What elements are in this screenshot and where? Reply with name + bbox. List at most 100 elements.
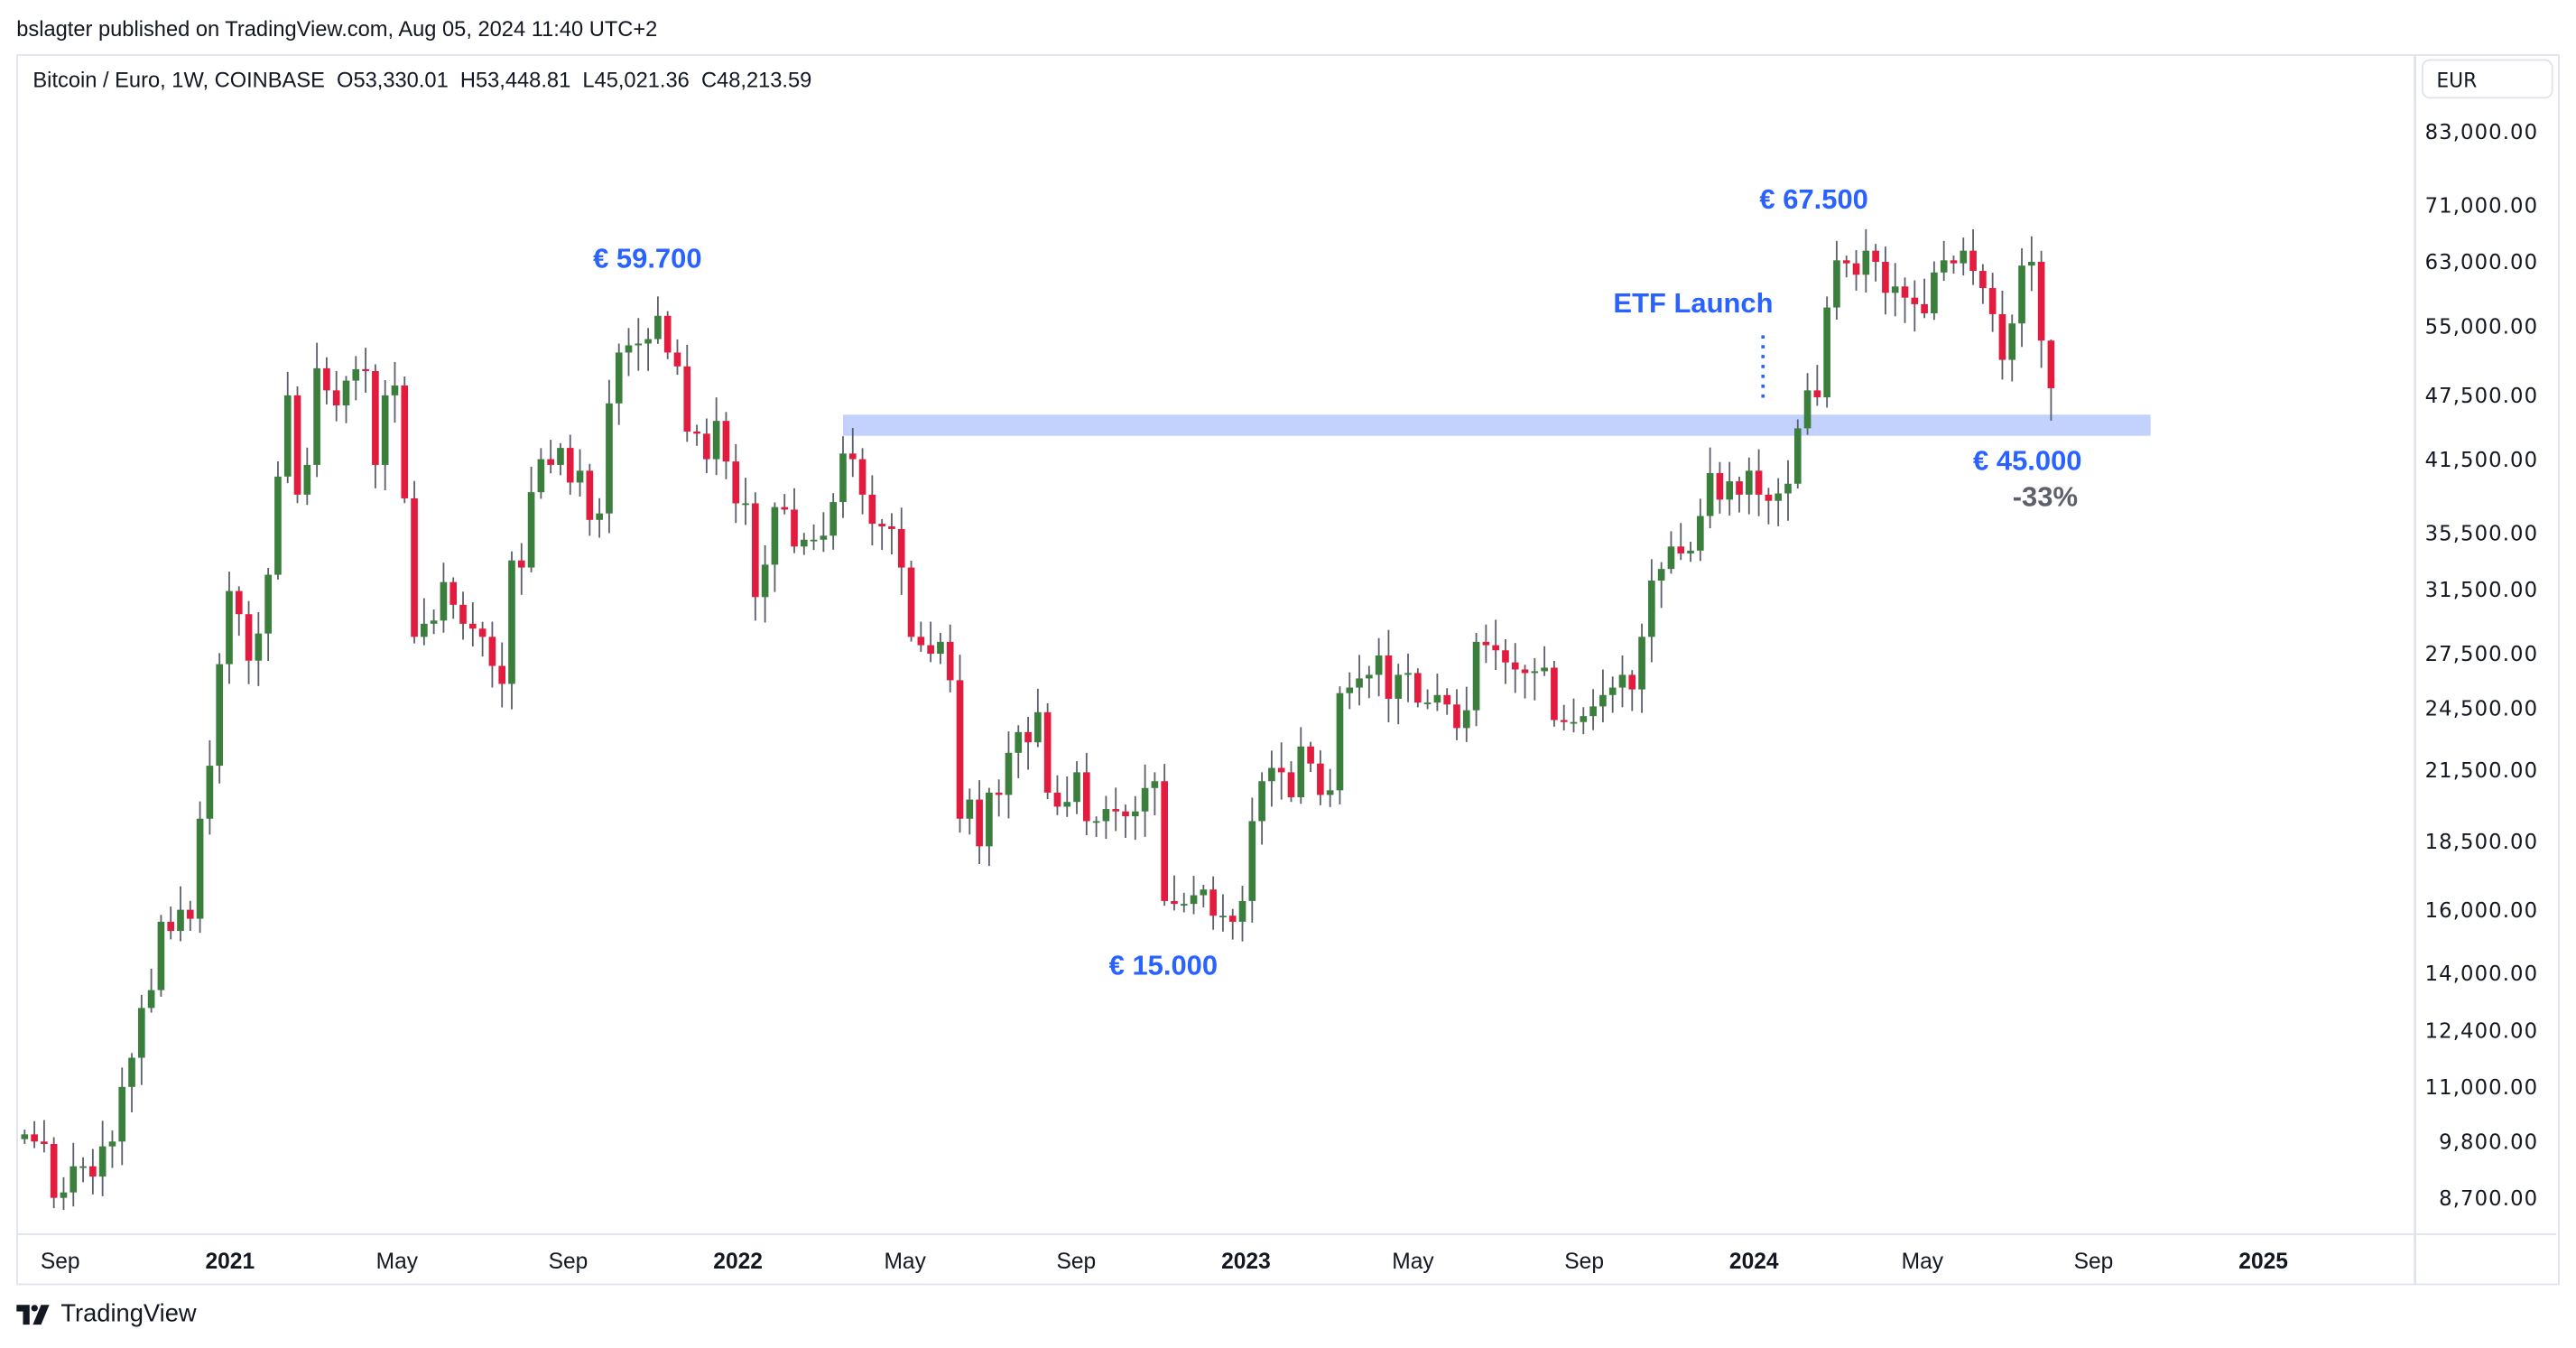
candle <box>712 397 720 476</box>
candle <box>752 492 759 621</box>
candle-body-down <box>401 385 409 498</box>
candle-body-down <box>1988 288 1997 314</box>
price-tick-label: 12,400.00 <box>2425 1019 2539 1043</box>
candle <box>1356 655 1363 706</box>
candle-body-up <box>986 792 993 847</box>
candle-body-down <box>1053 792 1061 807</box>
candle-body-up <box>1784 483 1792 494</box>
candle-body-up <box>1375 655 1383 675</box>
candle <box>1122 804 1129 838</box>
candle <box>1219 894 1227 932</box>
candle-body-up <box>147 990 155 1009</box>
candle-body-down <box>976 799 983 847</box>
candle-body-down <box>673 352 681 367</box>
candle <box>781 494 789 515</box>
candle <box>1092 816 1100 838</box>
candle-body-up <box>1200 889 1208 896</box>
candle-body-up <box>118 1086 126 1142</box>
candle-body-up <box>1570 721 1578 724</box>
candle-body-down <box>868 494 876 525</box>
candle-body-down <box>1307 746 1314 764</box>
candle-body-up <box>1433 694 1441 703</box>
candle <box>654 296 662 344</box>
candle <box>927 621 934 663</box>
candle <box>1171 875 1178 911</box>
candle-body-up <box>108 1141 116 1147</box>
candle <box>1852 250 1860 291</box>
candle-body-down <box>1443 694 1451 705</box>
candle-body-down <box>1755 470 1763 495</box>
candle-body-up <box>283 395 292 477</box>
candle-body-down <box>858 459 866 495</box>
candle <box>1677 523 1685 561</box>
candle <box>1950 256 1958 274</box>
candle <box>401 377 409 504</box>
candle-body-down <box>1979 271 1987 289</box>
candle <box>1472 632 1480 727</box>
currency-button[interactable]: EUR <box>2421 59 2553 99</box>
candle <box>673 339 681 376</box>
candle <box>2028 236 2035 292</box>
candle <box>956 655 964 833</box>
candle <box>1531 657 1539 701</box>
candle <box>1034 688 1042 748</box>
candle-body-up <box>1268 767 1275 782</box>
price-tick-label: 47,500.00 <box>2425 385 2539 408</box>
candle-body-down <box>1882 261 1889 293</box>
candle-body-down <box>1287 772 1295 798</box>
candle <box>2008 314 2016 382</box>
candle <box>1228 908 1237 940</box>
candle <box>1161 764 1168 906</box>
candle <box>732 443 740 524</box>
candle <box>1180 892 1188 913</box>
candle-body-up <box>1141 787 1149 812</box>
candle-body-up <box>352 368 360 381</box>
candle-body-up <box>1180 904 1188 906</box>
candle <box>186 900 194 932</box>
candle-body-up <box>381 395 389 465</box>
candle-body-up <box>157 921 165 990</box>
candle <box>1307 741 1314 773</box>
candle-body-up <box>2028 261 2035 266</box>
candle-body-up <box>421 623 428 637</box>
candle-body-up <box>138 1008 145 1058</box>
candle <box>1931 261 1938 321</box>
candle <box>1628 670 1636 711</box>
candle <box>1336 686 1344 804</box>
candle <box>897 507 905 595</box>
candle <box>1395 664 1403 725</box>
candle-body-down <box>50 1144 58 1198</box>
candle-body-down <box>781 507 789 510</box>
candle-body-down <box>498 665 506 684</box>
candle <box>216 653 224 784</box>
candle-body-up <box>2018 265 2025 324</box>
tradingview-logo[interactable]: TradingView <box>16 1300 197 1328</box>
candle <box>1618 655 1626 708</box>
candle <box>2037 250 2045 368</box>
candle <box>1784 460 1792 521</box>
candle-body-up <box>1803 390 1812 429</box>
candle <box>478 621 486 657</box>
month-tick-label: May <box>884 1250 926 1274</box>
candle-body-up <box>1151 781 1159 788</box>
candle-body-up <box>1931 272 1938 314</box>
candle <box>1589 689 1597 730</box>
candle-body-up <box>829 502 838 536</box>
price-tick-label: 71,000.00 <box>2425 195 2539 218</box>
candle <box>976 780 983 865</box>
candle-body-down <box>245 614 253 661</box>
candle <box>1200 885 1208 907</box>
price-tick-label: 35,500.00 <box>2425 523 2539 546</box>
candle <box>1570 698 1578 733</box>
candle-body-up <box>98 1146 107 1177</box>
candle <box>118 1067 126 1166</box>
candle-body-down <box>1511 662 1519 670</box>
candle <box>878 518 885 551</box>
candle <box>293 386 301 504</box>
candle-body-up <box>128 1057 135 1087</box>
candle <box>586 463 594 536</box>
candle <box>537 448 545 499</box>
candle-body-down <box>2037 261 2045 341</box>
